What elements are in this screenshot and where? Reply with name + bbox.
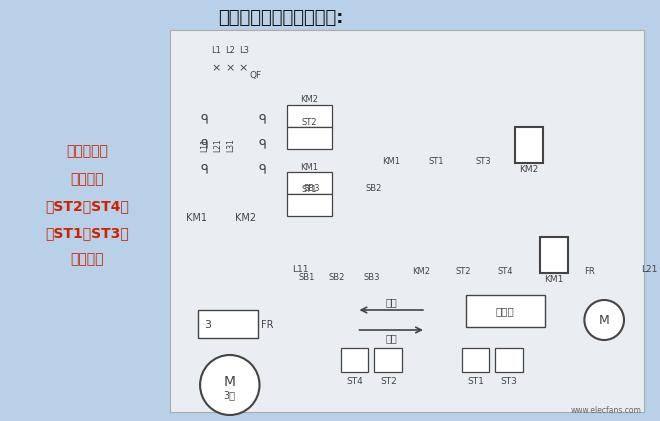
Text: SB1: SB1 [299, 272, 315, 282]
Text: ST1: ST1 [467, 378, 484, 386]
Text: www.elecfans.com: www.elecfans.com [571, 406, 642, 415]
Text: L21: L21 [213, 138, 222, 152]
Text: KM2: KM2 [412, 266, 430, 275]
Text: L2: L2 [225, 45, 235, 54]
Circle shape [200, 355, 259, 415]
Text: ×: × [239, 63, 248, 73]
Text: L31: L31 [226, 138, 235, 152]
Text: M: M [224, 375, 236, 389]
Bar [515, 127, 543, 163]
Text: ST2: ST2 [456, 266, 471, 275]
Text: 后退: 后退 [385, 333, 397, 343]
Text: ×: × [225, 63, 234, 73]
Text: SB2: SB2 [329, 272, 345, 282]
Text: ST3: ST3 [501, 378, 517, 386]
Text: FR: FR [584, 266, 595, 275]
Text: KM1: KM1 [300, 163, 318, 171]
Bar [287, 172, 332, 194]
Text: L1: L1 [211, 45, 221, 54]
Bar [170, 30, 644, 412]
Text: L3: L3 [239, 45, 249, 54]
Text: ᑫ: ᑫ [200, 163, 208, 176]
Text: M: M [599, 314, 610, 327]
Text: KM2: KM2 [519, 165, 539, 173]
Text: KM1: KM1 [382, 157, 400, 165]
Text: SB3: SB3 [304, 184, 320, 192]
Text: 行程开关: 行程开关 [71, 252, 104, 266]
Bar [374, 348, 402, 372]
Text: ᑫ: ᑫ [259, 114, 267, 126]
Bar [198, 310, 257, 338]
Bar [287, 105, 332, 127]
Bar [465, 295, 544, 327]
Text: 工作台: 工作台 [496, 306, 515, 316]
Text: ᑫ: ᑫ [259, 139, 267, 152]
Text: KM1: KM1 [544, 274, 564, 283]
Bar [461, 348, 489, 372]
Text: 前进: 前进 [385, 297, 397, 307]
Text: L11: L11 [292, 266, 309, 274]
Text: L11: L11 [201, 138, 209, 152]
Bar [495, 348, 523, 372]
Text: （ST1、ST3）: （ST1、ST3） [46, 226, 129, 241]
Text: KM2: KM2 [235, 213, 256, 223]
Text: ST1: ST1 [428, 157, 444, 165]
Bar [287, 127, 332, 149]
Text: ×: × [211, 63, 220, 73]
Text: ᑫ: ᑫ [200, 114, 208, 126]
Text: 自动控制: 自动控制 [71, 172, 104, 186]
Text: 3: 3 [205, 320, 211, 330]
Text: ST2: ST2 [301, 117, 317, 126]
Text: KM1: KM1 [185, 213, 207, 223]
Text: FR: FR [261, 320, 274, 330]
Bar [540, 237, 568, 273]
Bar [341, 348, 368, 372]
Text: L21: L21 [641, 266, 657, 274]
Text: ST2: ST2 [380, 378, 397, 386]
Text: 正反转自动循环控制电路:: 正反转自动循环控制电路: [218, 9, 343, 27]
Text: ST1: ST1 [301, 184, 317, 194]
Bar [287, 194, 332, 216]
Text: SB3: SB3 [363, 272, 380, 282]
Text: ST4: ST4 [498, 266, 513, 275]
Text: 3～: 3～ [224, 390, 236, 400]
Text: ᑫ: ᑫ [259, 163, 267, 176]
Circle shape [584, 300, 624, 340]
Text: ST4: ST4 [346, 378, 363, 386]
Text: （ST2、ST4）: （ST2、ST4） [46, 199, 129, 213]
Text: QF: QF [249, 70, 262, 80]
Text: ᑫ: ᑫ [200, 139, 208, 152]
Text: ST3: ST3 [475, 157, 491, 165]
Text: KM2: KM2 [300, 94, 318, 104]
Text: 电机正反转: 电机正反转 [66, 144, 108, 159]
Text: SB2: SB2 [366, 184, 382, 192]
